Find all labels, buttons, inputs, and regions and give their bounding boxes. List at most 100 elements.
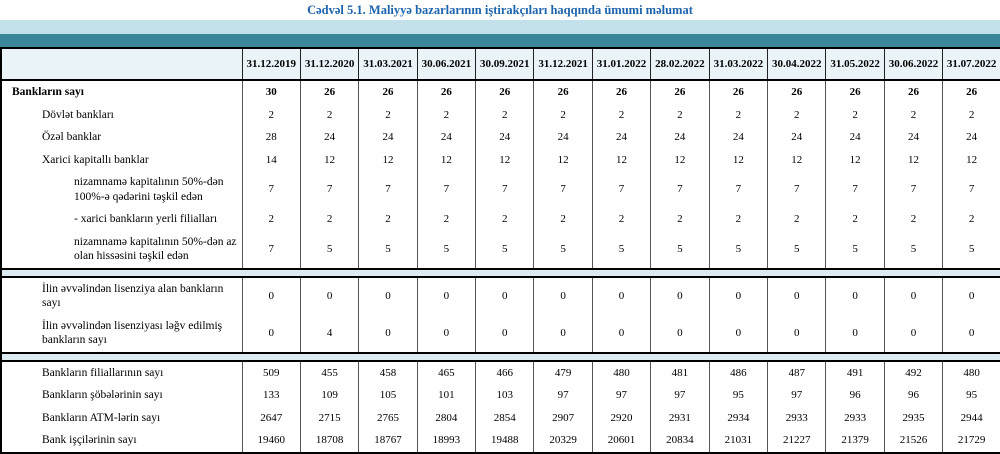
value-cell: 0 bbox=[358, 276, 418, 315]
value-cell: 21031 bbox=[708, 429, 768, 453]
table-row: Xarici kapitallı banklar 14 12 12 12 12 12 12 12… bbox=[1, 148, 1000, 171]
value-cell: 2 bbox=[416, 208, 476, 231]
value-cell: 96 bbox=[883, 384, 943, 407]
value-cell: 5 bbox=[358, 230, 418, 269]
value-cell: 2 bbox=[533, 103, 593, 126]
value-cell: 96 bbox=[825, 384, 885, 407]
value-cell: 0 bbox=[475, 276, 534, 315]
row-label: Bankların sayı bbox=[12, 86, 84, 98]
value-cell: 2 bbox=[241, 103, 301, 126]
value-cell: 24 bbox=[358, 126, 418, 149]
value-cell: 24 bbox=[416, 126, 476, 149]
column-header-date: 28.02.2022 bbox=[650, 47, 710, 81]
value-cell: 0 bbox=[883, 276, 943, 315]
row-label: İlin əvvəlindən lisenziyası ləğv edilmiş… bbox=[42, 319, 223, 347]
value-cell: 7 bbox=[942, 171, 1000, 208]
value-cell: 2 bbox=[475, 103, 534, 126]
value-cell: 109 bbox=[299, 384, 359, 407]
value-cell: 5 bbox=[533, 230, 593, 269]
value-cell: 97 bbox=[533, 384, 593, 407]
value-cell: 24 bbox=[883, 126, 943, 149]
column-header-date: 30.04.2022 bbox=[767, 47, 827, 81]
value-cell: 18767 bbox=[358, 429, 418, 453]
section-separator bbox=[1, 351, 1000, 362]
value-cell: 26 bbox=[825, 80, 885, 104]
value-cell: 26 bbox=[942, 80, 1000, 104]
value-cell: 5 bbox=[650, 230, 710, 269]
value-cell: 103 bbox=[475, 384, 534, 407]
value-cell: 24 bbox=[767, 126, 826, 149]
row-label: Xarici kapitallı banklar bbox=[42, 153, 149, 166]
value-cell: 2 bbox=[825, 103, 885, 126]
value-cell: 24 bbox=[533, 126, 593, 149]
value-cell: 2 bbox=[358, 103, 418, 126]
value-cell: 2 bbox=[591, 103, 651, 126]
value-cell: 95 bbox=[942, 384, 1000, 407]
value-cell: 26 bbox=[650, 80, 710, 104]
value-cell: 0 bbox=[475, 314, 534, 353]
value-cell: 97 bbox=[650, 384, 710, 407]
table-row: Bankların sayı 30 26 26 26 26 26 26 26 26 26 26 26 26 bbox=[1, 80, 1000, 104]
table-row: Özəl banklar 28 24 24 24 24 24 24 24 24 24 24 24 24 bbox=[1, 126, 1000, 149]
value-cell: 7 bbox=[533, 171, 593, 208]
value-cell: 5 bbox=[825, 230, 885, 269]
value-cell: 2 bbox=[591, 208, 651, 231]
value-cell: 20834 bbox=[650, 429, 710, 453]
value-cell: 0 bbox=[591, 314, 651, 353]
value-cell: 466 bbox=[475, 360, 534, 384]
value-cell: 0 bbox=[708, 314, 768, 353]
value-cell: 24 bbox=[650, 126, 710, 149]
value-cell: 20329 bbox=[533, 429, 593, 453]
table-row: nizamnamə kapitalının 50%-dən az olan hi… bbox=[1, 230, 1000, 269]
value-cell: 0 bbox=[825, 276, 885, 315]
value-cell: 458 bbox=[358, 360, 418, 384]
value-cell: 24 bbox=[299, 126, 359, 149]
table-row: İlin əvvəlindən lisenziya alan bankların… bbox=[1, 276, 1000, 315]
value-cell: 0 bbox=[533, 276, 593, 315]
value-cell: 12 bbox=[767, 148, 826, 171]
value-cell: 2 bbox=[883, 103, 943, 126]
column-header-date: 31.12.2021 bbox=[533, 47, 593, 81]
value-cell: 7 bbox=[883, 171, 943, 208]
value-cell: 0 bbox=[883, 314, 943, 353]
column-header-date: 31.01.2022 bbox=[591, 47, 652, 81]
value-cell: 21729 bbox=[942, 429, 1000, 453]
column-header-date: 31.07.2022 bbox=[942, 47, 1000, 81]
value-cell: 24 bbox=[475, 126, 534, 149]
value-cell: 7 bbox=[241, 230, 301, 269]
value-cell: 2 bbox=[650, 208, 710, 231]
value-cell: 18708 bbox=[299, 429, 359, 453]
value-cell: 24 bbox=[825, 126, 885, 149]
value-cell: 0 bbox=[241, 314, 301, 353]
column-header-date: 31.12.2019 bbox=[241, 47, 301, 81]
value-cell: 12 bbox=[358, 148, 418, 171]
value-cell: 480 bbox=[942, 360, 1000, 384]
value-cell: 24 bbox=[942, 126, 1000, 149]
value-cell: 7 bbox=[299, 171, 359, 208]
decorative-band-light bbox=[0, 20, 1000, 34]
value-cell: 479 bbox=[533, 360, 593, 384]
value-cell: 0 bbox=[650, 314, 710, 353]
value-cell: 0 bbox=[416, 314, 476, 353]
value-cell: 12 bbox=[475, 148, 534, 171]
value-cell: 133 bbox=[241, 384, 301, 407]
value-cell: 12 bbox=[942, 148, 1000, 171]
table-row: Bankların filiallarının sayı 509 455 458 465… bbox=[1, 360, 1000, 384]
column-header-date: 31.03.2021 bbox=[358, 47, 418, 81]
table-body: Bankların sayı 30 26 26 26 26 26 26 26 26 26 26 26 26… bbox=[1, 80, 1000, 453]
value-cell: 481 bbox=[650, 360, 710, 384]
value-cell: 0 bbox=[825, 314, 885, 353]
value-cell: 5 bbox=[416, 230, 476, 269]
value-cell: 12 bbox=[591, 148, 651, 171]
value-cell: 0 bbox=[942, 314, 1000, 353]
value-cell: 492 bbox=[883, 360, 943, 384]
value-cell: 19488 bbox=[475, 429, 534, 453]
value-cell: 2 bbox=[650, 103, 710, 126]
value-cell: 0 bbox=[708, 276, 768, 315]
value-cell: 7 bbox=[241, 171, 301, 208]
value-cell: 5 bbox=[475, 230, 534, 269]
table-header-row: 31.12.2019 31.12.2020 31.03.2021 30.06.2021… bbox=[1, 47, 1000, 81]
decorative-band-teal bbox=[0, 34, 1000, 47]
column-header-date: 31.12.2020 bbox=[299, 47, 360, 81]
value-cell: 19460 bbox=[241, 429, 301, 453]
